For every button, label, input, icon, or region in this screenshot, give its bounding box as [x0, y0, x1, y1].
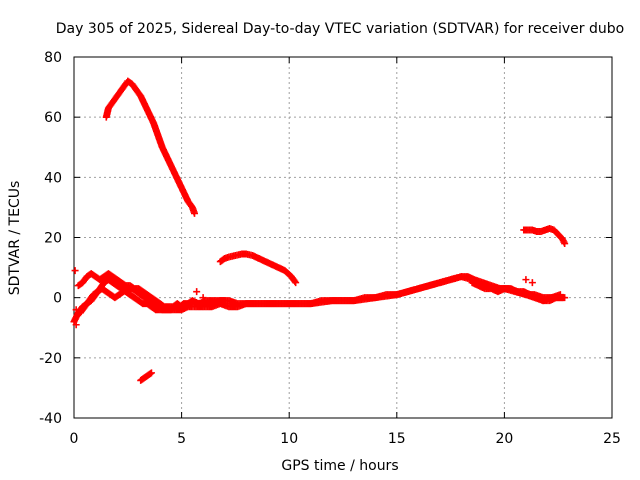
data-point — [147, 369, 155, 377]
chart-title: Day 305 of 2025, Sidereal Day-to-day VTE… — [56, 21, 624, 37]
data-point — [292, 279, 300, 287]
x-tick-label: 0 — [70, 431, 79, 447]
data-point — [199, 294, 207, 302]
grid-lines — [74, 57, 612, 418]
y-tick-label: -40 — [39, 411, 62, 427]
y-tick-label: 40 — [44, 170, 62, 186]
data-point — [71, 267, 79, 275]
data-point — [528, 279, 536, 287]
data-point — [291, 277, 299, 285]
x-axis-label: GPS time / hours — [281, 458, 398, 474]
x-tick-label: 25 — [603, 431, 621, 447]
axis-ticks: 0 5 10 15 20 25 -40 -20 0 20 40 60 80 — [39, 50, 621, 447]
y-tick-label: 20 — [44, 231, 62, 247]
data-point — [221, 297, 229, 305]
data-point — [559, 294, 567, 302]
data-point — [72, 321, 80, 329]
data-point — [191, 209, 199, 217]
x-tick-label: 15 — [388, 431, 406, 447]
data-points — [70, 77, 569, 384]
x-tick-label: 5 — [177, 431, 186, 447]
y-axis-label: SDTVAR / TECUs — [7, 181, 23, 296]
y-tick-label: -20 — [39, 351, 62, 367]
data-point — [522, 276, 530, 284]
x-tick-label: 20 — [495, 431, 513, 447]
x-tick-label: 10 — [280, 431, 298, 447]
y-tick-label: 80 — [44, 50, 62, 66]
data-point — [72, 306, 80, 314]
y-tick-label: 60 — [44, 110, 62, 126]
data-point — [561, 240, 569, 248]
y-tick-label: 0 — [53, 291, 62, 307]
data-point — [193, 288, 201, 296]
